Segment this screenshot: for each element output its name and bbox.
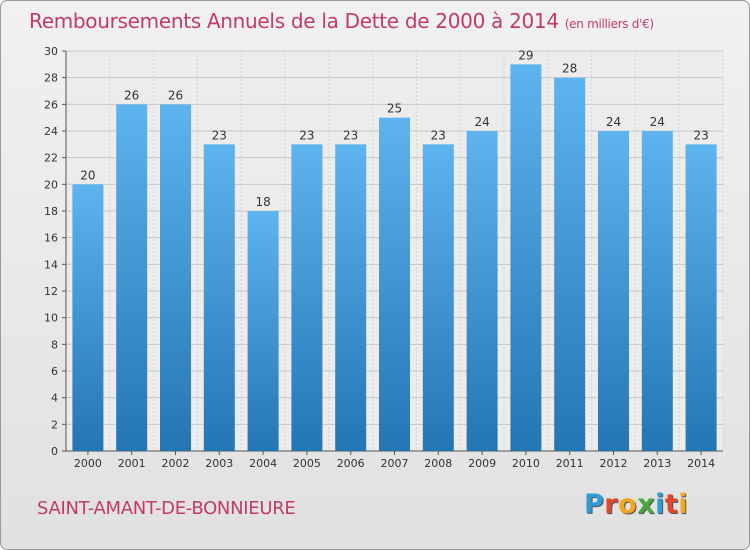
data-label: 28: [562, 62, 577, 76]
logo-letter: t: [664, 489, 679, 520]
bar-2009[interactable]: [466, 131, 498, 451]
data-label: 26: [168, 88, 183, 102]
bar-2004[interactable]: [247, 211, 279, 451]
data-label: 26: [124, 88, 139, 102]
bar-2001[interactable]: [116, 104, 148, 451]
chart-title: Remboursements Annuels de la Dette de 20…: [29, 9, 654, 33]
y-tick-label: 26: [44, 98, 58, 111]
unit-note: (en milliers d'€): [564, 17, 654, 31]
logo-letter: x: [637, 489, 656, 520]
y-tick-label: 18: [44, 205, 58, 218]
y-tick-label: 28: [44, 72, 58, 85]
bar-2012[interactable]: [598, 131, 629, 451]
y-tick-label: 24: [44, 125, 58, 138]
data-label-layer: 20 26 26 23 18 23 23 25 23 24 29 28 24 24 23: [80, 48, 708, 209]
x-tick-label: 2005: [293, 457, 321, 470]
y-tick-label: 4: [51, 392, 58, 405]
y-tick-label: 20: [44, 178, 58, 191]
bar-2002[interactable]: [160, 104, 191, 451]
data-label: 24: [650, 115, 665, 129]
bar-layer: [72, 64, 717, 452]
y-tick-label: 12: [44, 285, 58, 298]
x-tick-label: 2003: [205, 457, 233, 470]
x-tick-label: 2002: [162, 457, 190, 470]
data-label: 23: [343, 128, 358, 142]
y-tick-label: 16: [44, 232, 58, 245]
y-tick-label: 8: [51, 338, 58, 351]
x-tick-label: 2000: [74, 457, 102, 470]
x-tick-label: 2014: [687, 457, 715, 470]
x-tick-label: 2010: [512, 457, 540, 470]
chart-title-text: Remboursements Annuels de la Dette de 20…: [29, 9, 559, 33]
y-tick-label: 22: [44, 152, 58, 165]
data-label: 29: [518, 48, 533, 62]
y-tick-label: 2: [51, 418, 58, 431]
data-label: 23: [431, 128, 446, 142]
logo-letter: i: [678, 489, 689, 520]
bar-2013[interactable]: [641, 131, 673, 451]
proxiti-logo[interactable]: Proxiti: [584, 489, 688, 523]
x-tick-label: 2012: [600, 457, 628, 470]
logo-letter: P: [584, 489, 605, 520]
bar-2008[interactable]: [422, 144, 454, 452]
data-label: 24: [606, 115, 621, 129]
y-tick-label: 14: [44, 258, 58, 271]
x-tick-label: 2001: [118, 457, 146, 470]
bar-2003[interactable]: [203, 144, 235, 452]
logo-letter: o: [618, 489, 638, 520]
bar-2005[interactable]: [291, 144, 323, 452]
data-label: 23: [299, 128, 314, 142]
data-label: 23: [693, 128, 708, 142]
bar-2010[interactable]: [510, 64, 542, 452]
data-label: 24: [474, 115, 489, 129]
y-tick-label: 10: [44, 312, 58, 325]
x-tick-label: 2006: [337, 457, 365, 470]
x-tick-label: 2007: [381, 457, 409, 470]
bar-2000[interactable]: [72, 184, 104, 452]
x-tick-label: 2004: [249, 457, 277, 470]
x-tick-label: 2008: [424, 457, 452, 470]
bar-2011[interactable]: [554, 77, 586, 452]
y-tick-label: 30: [44, 45, 58, 58]
x-tick-label: 2013: [643, 457, 671, 470]
x-tick-label: 2011: [556, 457, 584, 470]
y-tick-label: 6: [51, 365, 58, 378]
bar-2006[interactable]: [335, 144, 367, 452]
y-tick-label: 0: [51, 445, 58, 458]
bar-2014[interactable]: [685, 144, 717, 452]
data-label: 23: [212, 128, 227, 142]
bar-2007[interactable]: [379, 117, 410, 452]
x-tick-label: 2009: [468, 457, 496, 470]
logo-letter: r: [604, 489, 619, 520]
logo-letter: i: [655, 489, 665, 520]
data-label: 25: [387, 102, 402, 116]
data-label: 18: [255, 195, 270, 209]
data-label: 20: [80, 168, 95, 182]
commune-name: SAINT-AMANT-DE-BONNIEURE: [37, 498, 296, 519]
